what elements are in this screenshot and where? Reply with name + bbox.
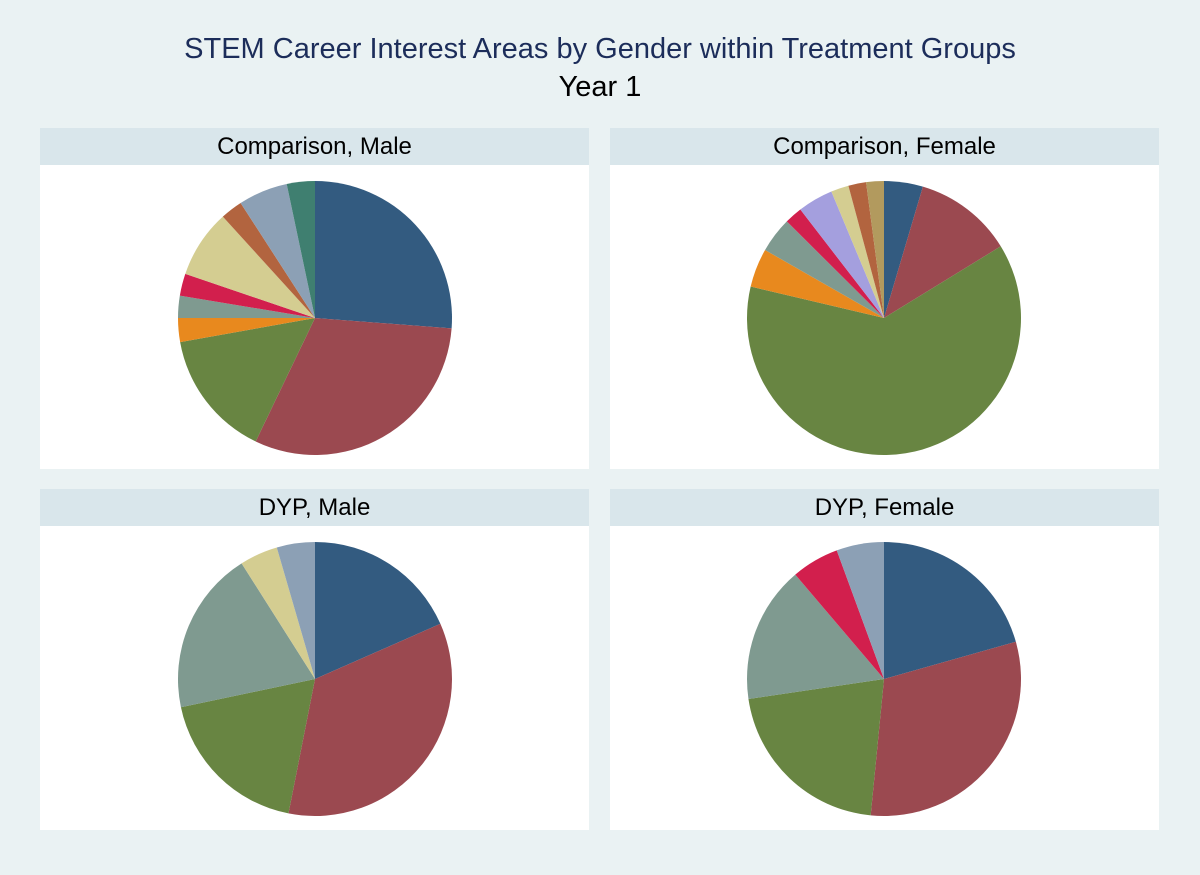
chart-title: STEM Career Interest Areas by Gender wit… [184,33,1016,65]
pie-slice-6 [786,209,884,318]
pie-slice-11 [286,181,315,318]
panel-comparison-male: Comparison, Male [40,128,589,469]
panel-header: DYP, Female [610,489,1159,526]
pie-slice-8 [831,185,884,318]
pie-slice-3 [747,246,1022,456]
panel-dyp-female: DYP, Female [610,489,1159,830]
pie-slice-6 [179,273,315,318]
pie-slice-2 [288,623,453,817]
pie-slice-10 [276,542,315,679]
pie-plot-area [40,165,589,469]
pie-slice-9 [848,182,884,318]
panel-header: Comparison, Male [40,128,589,165]
pie-slice-5 [177,563,315,708]
pie-slice-5 [765,221,884,318]
pie-chart [747,181,1022,456]
panel-header: DYP, Male [40,489,589,526]
pie-chart [746,542,1022,817]
pie-slice-1 [884,542,1016,679]
pie-slice-2 [884,186,1001,318]
pie-slice-1 [884,181,923,318]
chart-subtitle: Year 1 [558,71,642,103]
pie-slice-5 [178,295,315,318]
pie-slice-12 [866,181,884,318]
pie-plot-area [610,526,1159,830]
panel-comparison-female: Comparison, Female [610,128,1159,469]
pie-slice-4 [750,250,884,318]
pie-slice-4 [178,318,315,343]
pie-plot-area [610,165,1159,469]
pie-plot-area [40,526,589,830]
panel-dyp-male: DYP, Male [40,489,589,830]
pie-slice-6 [795,550,884,679]
pie-chart [177,542,453,817]
pie-slice-1 [315,542,441,679]
pie-chart [178,181,453,456]
pie-slice-2 [870,641,1022,817]
pie-slice-3 [748,679,884,816]
pie-slice-7 [800,191,884,318]
pie-slice-8 [185,216,315,318]
pie-slice-3 [180,318,315,442]
pie-slice-5 [746,574,884,699]
panel-header: Comparison, Female [610,128,1159,165]
pie-slice-8 [241,547,315,679]
pie-slice-3 [180,679,315,814]
chart-title-block: STEM Career Interest Areas by Gender wit… [0,30,1200,106]
pie-slice-1 [315,181,453,329]
pie-slice-2 [255,318,452,456]
pie-slice-9 [222,202,315,318]
pie-slice-10 [836,542,884,679]
pie-slice-10 [240,183,315,318]
